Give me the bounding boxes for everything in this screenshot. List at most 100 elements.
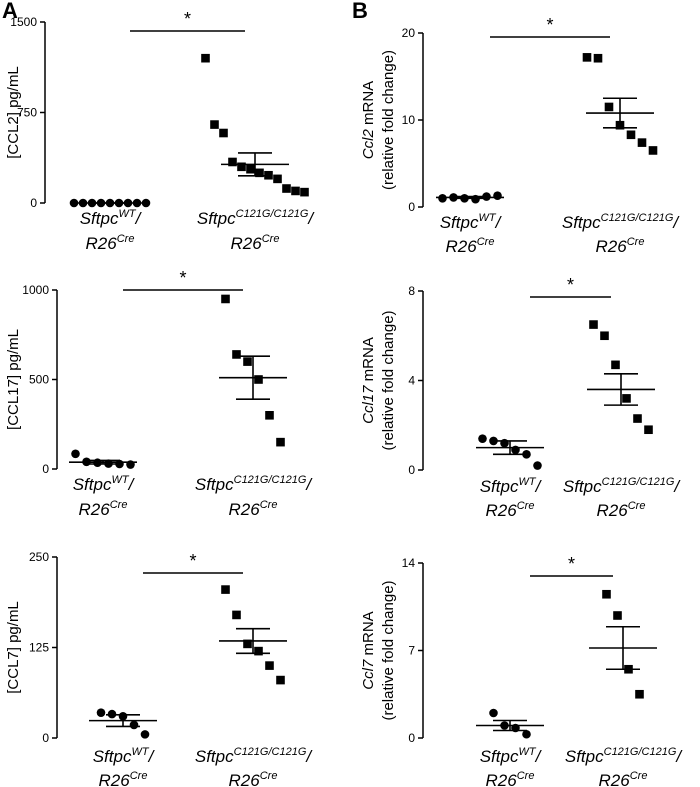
x-label-gene: Sftpc [73, 475, 112, 494]
data-point-square [589, 320, 598, 329]
data-point-square [232, 610, 241, 620]
data-point-square [300, 187, 309, 197]
data-point-square [593, 53, 603, 63]
x-label-driver: R26 [99, 771, 131, 787]
x-label-slash: / [148, 747, 156, 766]
x-group-label-line1: SftpcC121G/C121G/ [562, 212, 681, 232]
x-label-genotype: C121G/C121G [234, 474, 307, 486]
y-axis-label-line2: (relative fold change) [380, 580, 397, 720]
significance-star: * [189, 551, 196, 571]
chart-panel: 0 7 14 Ccl7 mRNA (relative fold change) Sftpc… [360, 554, 683, 787]
x-group-label-line1: SftpcWT/ [80, 208, 143, 228]
significance-star: * [179, 268, 186, 288]
x-label-slash: / [495, 213, 503, 232]
x-group-label-line1: SftpcC121G/C121G/ [195, 474, 314, 494]
y-tick-label: 0 [408, 731, 415, 745]
data-point-circle [522, 729, 531, 739]
y-tick-label: 750 [17, 106, 37, 120]
x-group-label-line1: SftpcC121G/C121G/ [565, 746, 684, 766]
x-group-label-line2: R26Cre [79, 499, 128, 519]
x-group-label-line1: SftpcWT/ [440, 212, 503, 232]
x-label-gene: Sftpc [195, 747, 234, 766]
x-label-gene: Sftpc [440, 213, 479, 232]
data-point-square [282, 184, 291, 193]
data-point-square [633, 414, 642, 423]
x-label-genotype: WT [131, 746, 149, 758]
x-label-driver: R26 [486, 771, 518, 787]
data-point-circle [478, 434, 487, 443]
x-group-label-line2: R26Cre [446, 236, 495, 256]
y-tick-label: 8 [408, 284, 415, 298]
data-point-circle [140, 730, 150, 739]
data-point-square [626, 130, 636, 140]
data-point-square [291, 186, 300, 196]
data-point-square [254, 646, 263, 656]
chart-panel: 0 4 8 Ccl17 mRNA (relative fold change) Sftpc… [360, 275, 681, 520]
y-axis-label-line2: (relative fold change) [380, 50, 397, 190]
data-point-circle [71, 449, 80, 459]
significance-star: * [568, 554, 575, 574]
data-point-square [265, 661, 274, 670]
x-label-driver-sup: Cre [517, 770, 535, 782]
data-point-circle [438, 194, 447, 203]
data-point-square [622, 394, 631, 403]
data-point-square [219, 128, 228, 138]
x-label-gene: Sftpc [563, 477, 602, 496]
data-point-square [246, 164, 255, 174]
x-group-label-line1: SftpcC121G/C121G/ [563, 476, 682, 496]
y-tick-label: 0 [42, 462, 49, 476]
x-label-slash: / [305, 747, 313, 766]
y-tick-label: 0 [408, 463, 415, 477]
x-label-driver: R26 [446, 237, 478, 256]
data-point-square [201, 53, 210, 63]
y-tick-label: 0 [30, 196, 37, 210]
data-point-square [243, 357, 252, 366]
y-tick-label: 250 [29, 550, 49, 564]
x-group-label-line2: R26Cre [599, 770, 648, 787]
x-label-driver: R26 [597, 501, 629, 520]
data-point-square [210, 120, 219, 129]
x-group-label-line2: R26Cre [99, 770, 148, 787]
x-label-driver: R26 [596, 237, 628, 256]
x-group-label-line2: R26Cre [596, 236, 645, 256]
x-label-gene: Sftpc [480, 477, 519, 496]
data-point-circle [96, 708, 106, 717]
x-label-gene: Sftpc [197, 209, 236, 228]
y-tick-label: 14 [402, 556, 416, 570]
x-group-label-line1: SftpcWT/ [480, 476, 543, 496]
significance-star: * [546, 15, 553, 35]
data-point-square [265, 411, 274, 420]
y-tick-label: 125 [29, 641, 49, 655]
x-label-genotype: WT [118, 208, 136, 220]
y-tick-label: 1500 [10, 15, 37, 29]
data-point-square [255, 168, 264, 178]
y-tick-label: 10 [402, 113, 416, 127]
x-label-driver-sup: Cre [110, 499, 128, 511]
data-point-circle [141, 198, 151, 208]
y-axis-label: [CCL2] pg/mL [5, 66, 22, 159]
x-label-driver: R26 [486, 501, 518, 520]
data-point-square [600, 331, 609, 341]
data-point-square [276, 675, 285, 685]
y-axis-label-gene: Ccl2 [360, 129, 377, 160]
y-tick-label: 0 [408, 200, 415, 214]
y-axis-label-unit: mRNA [360, 337, 377, 385]
y-tick-label: 20 [402, 26, 416, 40]
x-label-slash: / [675, 747, 683, 766]
data-point-circle [493, 191, 502, 200]
data-point-circle [533, 461, 542, 470]
x-label-genotype: WT [111, 474, 129, 486]
x-label-driver-sup: Cre [627, 236, 645, 248]
x-group-label-line2: R26Cre [231, 233, 280, 253]
data-point-square [613, 611, 622, 620]
x-label-slash: / [128, 475, 136, 494]
x-label-driver-sup: Cre [628, 500, 646, 512]
x-group-label-line2: R26Cre [486, 500, 535, 520]
x-label-genotype: C121G/C121G [604, 746, 677, 758]
data-point-square [273, 174, 282, 184]
data-point-square [237, 162, 246, 172]
y-axis-label-line2: (relative fold change) [380, 310, 397, 450]
data-point-square [648, 146, 658, 155]
